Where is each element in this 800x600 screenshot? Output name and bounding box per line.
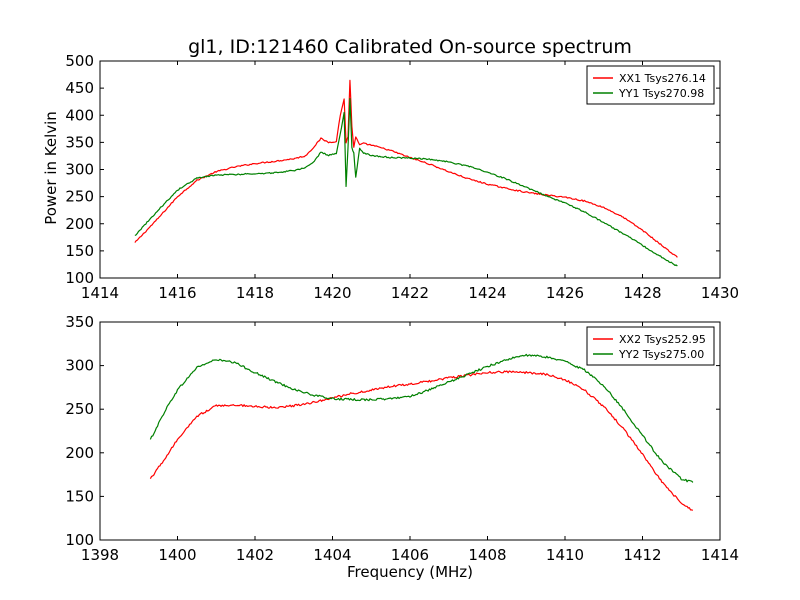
y-tick-label: 200 [65, 444, 94, 462]
y-tick-label: 400 [65, 106, 94, 124]
series-line-yy1 [134, 98, 678, 267]
legend-box [586, 65, 715, 105]
x-tick-label: 1428 [623, 284, 661, 302]
x-tick-label: 1412 [623, 546, 661, 564]
x-tick-label: 1404 [313, 546, 351, 564]
x-tick-label: 1418 [236, 284, 274, 302]
legend-label: XX2 Tsys252.95 [619, 333, 706, 346]
y-tick-label: 300 [65, 357, 94, 375]
y-tick-label: 150 [65, 242, 94, 260]
y-tick-label: 350 [65, 313, 94, 331]
x-axis-label: Frequency (MHz) [347, 563, 473, 581]
legend: XX2 Tsys252.95 YY2 Tsys275.00 [586, 326, 715, 366]
x-tick-label: 1416 [158, 284, 196, 302]
legend: XX1 Tsys276.14 YY1 Tsys270.98 [586, 65, 715, 105]
x-tick-label: 1420 [313, 284, 351, 302]
x-tick-label: 1410 [546, 546, 584, 564]
x-tick-label: 1406 [391, 546, 429, 564]
y-axis-label: Power in Kelvin [42, 111, 60, 225]
y-tick-label: 250 [65, 188, 94, 206]
y-tick-label: 150 [65, 487, 94, 505]
x-tick-label: 1414 [81, 284, 119, 302]
y-tick-label: 100 [65, 531, 94, 549]
x-tick-label: 1422 [391, 284, 429, 302]
y-tick-label: 450 [65, 79, 94, 97]
y-tick-label: 100 [65, 269, 94, 287]
legend-label: YY1 Tsys270.98 [618, 87, 704, 100]
x-tick-label: 1402 [236, 546, 274, 564]
top-spectrum-panel: 1414 1416 1418 1420 1422 1424 1426 1428 1430 100 1… [65, 52, 739, 302]
x-tick-label: 1398 [81, 546, 119, 564]
legend-box [586, 326, 715, 366]
x-tick-label: 1424 [468, 284, 506, 302]
x-tick-label: 1414 [701, 546, 739, 564]
y-tick-label: 300 [65, 161, 94, 179]
x-tick-label: 1408 [468, 546, 506, 564]
y-tick-label: 200 [65, 215, 94, 233]
series-line-yy2 [149, 353, 694, 483]
y-tick-label: 250 [65, 400, 94, 418]
series-line-xx1 [134, 79, 678, 258]
x-tick-label: 1400 [158, 546, 196, 564]
legend-label: YY2 Tsys275.00 [618, 348, 704, 361]
chart-title: gl1, ID:121460 Calibrated On-source spec… [188, 36, 632, 58]
y-tick-label: 350 [65, 133, 94, 151]
series-line-xx2 [149, 370, 694, 511]
x-tick-label: 1426 [546, 284, 584, 302]
x-tick-label: 1430 [701, 284, 739, 302]
legend-label: XX1 Tsys276.14 [619, 72, 706, 85]
bottom-spectrum-panel: 1398 1400 1402 1404 1406 1408 1410 1412 1414 100 1… [65, 313, 739, 564]
y-tick-label: 500 [65, 52, 94, 70]
